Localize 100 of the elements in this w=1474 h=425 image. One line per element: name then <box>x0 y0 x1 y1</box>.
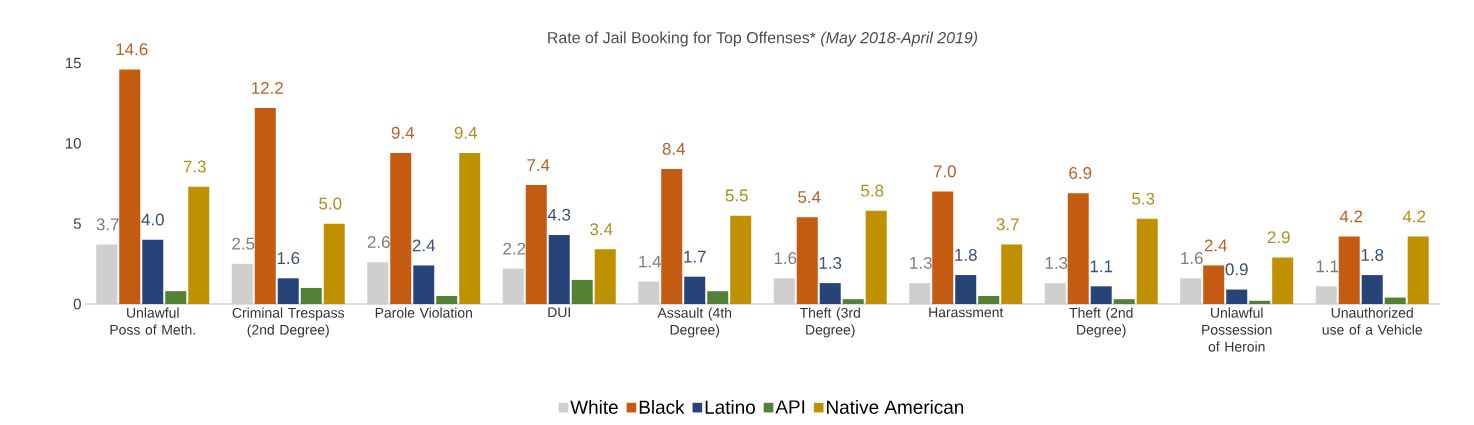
bar <box>1136 218 1158 304</box>
bar <box>142 239 164 304</box>
data-label: 1.7 <box>684 250 706 263</box>
data-label: 2.5 <box>232 237 255 250</box>
data-label: 4.3 <box>547 208 571 221</box>
legend-label: Native American <box>827 400 964 414</box>
bar <box>730 215 752 304</box>
data-label: 4.2 <box>1402 210 1426 223</box>
bar <box>254 107 276 304</box>
data-label: 2.6 <box>367 236 390 249</box>
bar <box>1338 236 1360 304</box>
bar <box>1384 297 1406 304</box>
bar <box>1407 236 1429 304</box>
y-tick-label: 5 <box>73 218 81 229</box>
y-tick-label: 0 <box>73 298 81 310</box>
data-label: 12.2 <box>252 81 283 94</box>
data-label: 5.8 <box>861 184 884 197</box>
y-tick-label: 15 <box>66 57 81 69</box>
data-label: 1.3 <box>1045 256 1068 269</box>
bar <box>436 295 458 304</box>
data-label: 4.2 <box>1339 210 1363 223</box>
data-label: 3.7 <box>996 218 1019 231</box>
x-tick-label: Unauthorized use of a Vehicle <box>1322 307 1422 335</box>
data-label: 5.5 <box>725 189 748 202</box>
data-label: 2.4 <box>412 239 436 252</box>
bar <box>323 223 345 304</box>
data-label: 9.4 <box>391 126 415 139</box>
data-label: 7.0 <box>933 165 956 178</box>
data-label: 1.3 <box>819 256 842 269</box>
y-tick-label: 10 <box>66 138 81 149</box>
bar <box>165 291 187 304</box>
data-label: 1.8 <box>955 248 977 261</box>
data-label: 3.7 <box>96 218 119 231</box>
bar <box>390 152 412 304</box>
bar <box>955 275 977 304</box>
bar <box>119 69 141 304</box>
legend-label: Black <box>639 400 685 414</box>
bar <box>548 234 570 304</box>
bar <box>978 295 1000 304</box>
data-label: 1.4 <box>639 255 662 268</box>
bar <box>1090 286 1112 304</box>
data-label: 1.1 <box>1090 260 1113 273</box>
bar <box>1361 275 1383 304</box>
bar <box>1272 257 1294 304</box>
bar <box>932 191 954 304</box>
bar <box>571 279 593 304</box>
data-label: 1.6 <box>277 252 300 265</box>
data-label: 2.2 <box>503 242 526 255</box>
data-label: 0.9 <box>1225 263 1248 276</box>
data-label: 4.0 <box>141 213 164 226</box>
data-label: 1.6 <box>774 252 797 265</box>
bar <box>188 186 210 304</box>
bar <box>1113 299 1135 304</box>
bar <box>1249 300 1271 304</box>
data-label: 7.3 <box>183 160 206 173</box>
data-label: 1.3 <box>910 256 932 269</box>
legend-label: API <box>775 400 805 414</box>
bar <box>525 185 547 304</box>
data-label: 14.6 <box>116 43 148 56</box>
x-tick-label: Theft (3rd Degree) <box>799 307 860 338</box>
bar <box>661 169 683 304</box>
bar <box>865 210 887 304</box>
data-label: 9.4 <box>454 126 478 139</box>
bar <box>594 249 616 304</box>
bar <box>707 291 729 304</box>
data-label: 7.4 <box>527 159 550 171</box>
data-label: 1.1 <box>1316 260 1339 273</box>
x-tick-label: Harassment <box>929 307 1004 318</box>
data-label: 3.4 <box>590 223 613 236</box>
chart-title: Rate of Jail Booking for Top Offenses* (May 2018-April 2019) <box>548 31 978 47</box>
bar <box>1203 265 1225 304</box>
x-tick-label: Unlawful Possession of Heroin <box>1202 307 1272 352</box>
x-tick-label: Theft (2nd Degree) <box>1069 307 1133 338</box>
bar <box>413 265 435 304</box>
data-label: 5.4 <box>798 191 821 204</box>
data-label: 8.4 <box>662 142 686 155</box>
data-label: 1.6 <box>1181 252 1203 265</box>
bar <box>842 299 864 304</box>
x-tick-label: Criminal Trespass (2nd Degree) <box>232 307 345 338</box>
bar <box>459 152 481 304</box>
bar <box>796 217 818 304</box>
x-tick-label: Unlawful Poss of Meth. <box>110 307 195 335</box>
bar <box>300 287 322 304</box>
bar <box>819 283 841 304</box>
legend-label: Latino <box>705 400 755 414</box>
data-label: 1.8 <box>1361 248 1384 261</box>
bar <box>1001 244 1023 304</box>
data-label: 5.3 <box>1132 192 1155 205</box>
data-label: 5.0 <box>319 197 342 210</box>
bar <box>684 276 706 304</box>
x-tick-label: Parole Violation <box>375 307 472 318</box>
legend-label: White <box>570 400 618 414</box>
bar <box>277 278 299 304</box>
bar <box>1226 289 1248 304</box>
x-tick-label: Assault (4th Degree) <box>657 307 732 338</box>
x-tick-label: DUI <box>548 307 570 318</box>
data-label: 2.9 <box>1267 231 1290 244</box>
data-label: 6.9 <box>1069 166 1092 179</box>
bar <box>1067 193 1089 304</box>
data-label: 2.4 <box>1204 239 1227 252</box>
